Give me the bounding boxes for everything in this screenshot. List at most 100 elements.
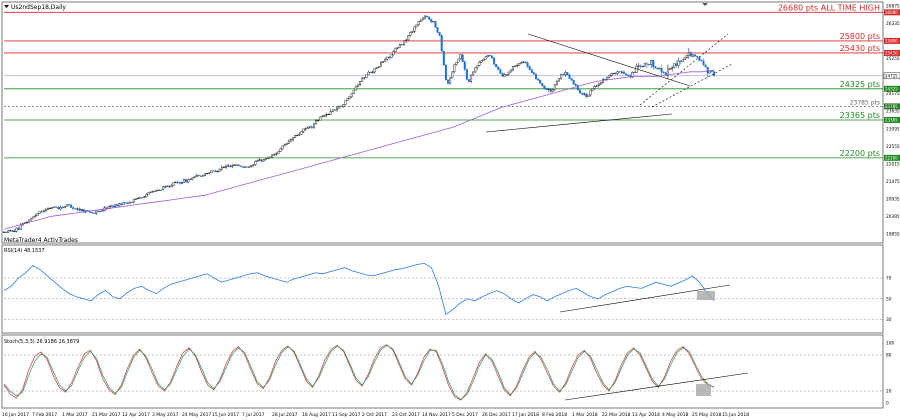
rsi-tick-label: 50 [886, 296, 892, 302]
candle-body [610, 73, 613, 76]
x-tick-label: 2 Oct 2017 [362, 412, 387, 418]
candle-body [241, 166, 244, 168]
candle-body [520, 61, 523, 64]
trendline [527, 33, 691, 87]
candle-body [34, 215, 37, 217]
candle-body [109, 205, 112, 207]
stochastic-tick-label: 0 [886, 401, 889, 407]
candle-body [432, 21, 435, 23]
candle-body [114, 204, 117, 208]
scroll-marker-icon[interactable] [702, 3, 708, 6]
candle-body [350, 93, 353, 98]
candle-body [279, 148, 282, 152]
candle-body [639, 65, 642, 67]
candle-body [162, 186, 165, 191]
candle-body [289, 139, 292, 142]
candle-body [505, 74, 508, 76]
candle-body [195, 175, 198, 177]
candle-body [3, 231, 6, 233]
candle-body [396, 47, 399, 49]
candle-body [157, 189, 160, 191]
candle-body [166, 185, 169, 187]
candle-body [679, 60, 682, 62]
candle-body [704, 64, 707, 68]
candle-body [430, 19, 433, 23]
candle-body [356, 84, 359, 87]
candle-body [338, 105, 341, 109]
candle-body [160, 189, 163, 191]
candle-body [662, 72, 665, 74]
candle-body [405, 39, 408, 42]
candle-body [70, 204, 73, 208]
candle-body [99, 211, 102, 213]
candle-body [511, 66, 514, 71]
frame-stoch [1, 334, 884, 409]
candle-body [118, 203, 121, 207]
candle-body [564, 72, 567, 75]
candle-body [302, 128, 305, 132]
candle-body [30, 217, 33, 221]
candle-body [583, 93, 586, 95]
candle-body [484, 56, 487, 60]
candle-body [122, 202, 125, 205]
candle-body [537, 78, 540, 81]
candle-body [633, 72, 636, 74]
candle-body [235, 164, 238, 166]
rsi-highlight-box [697, 291, 715, 300]
window-menu-icon[interactable] [4, 5, 9, 8]
candle-body [681, 59, 684, 62]
candle-body [329, 111, 332, 115]
candle-body [317, 120, 320, 122]
candle-body [275, 153, 278, 155]
candle-body [371, 71, 374, 73]
candle-body [509, 69, 512, 73]
candle-body [660, 68, 663, 73]
candle-body [467, 79, 470, 82]
candle-body [61, 207, 64, 209]
candle-body [447, 79, 450, 84]
candle-body [325, 114, 328, 116]
candle-body [19, 224, 22, 230]
candle-body [568, 74, 571, 79]
candle-body [625, 73, 628, 76]
x-tick-label: 23 Oct 2017 [392, 412, 420, 418]
price-tag-label: 24325 [885, 86, 898, 91]
candle-body [206, 173, 209, 175]
y-tick-label: 23095 [886, 126, 900, 132]
candle-body [591, 88, 594, 91]
price-tag [884, 37, 900, 44]
y-tick-label: 26335 [886, 21, 900, 27]
candle-body [212, 170, 215, 172]
candle-body [145, 194, 148, 197]
candle-body [187, 179, 190, 183]
candle-body [453, 64, 456, 73]
candle-body [524, 61, 527, 64]
y-tick-label: 19855 [886, 232, 900, 238]
candle-body [375, 67, 378, 69]
candle-body [46, 208, 49, 210]
moving-average-line [3, 69, 715, 230]
candle-body [606, 77, 609, 80]
candle-body [57, 207, 60, 210]
candle-body [608, 75, 611, 78]
candle-body [346, 98, 349, 101]
candle-body [149, 191, 152, 193]
candle-body [650, 60, 653, 65]
candle-body [283, 144, 286, 147]
candle-body [348, 96, 351, 99]
candle-body [635, 65, 638, 73]
candle-body [407, 35, 410, 41]
candle-body [258, 159, 261, 161]
candle-body [566, 72, 569, 76]
candle-body [417, 21, 420, 26]
candle-body [245, 166, 248, 168]
candle-body [321, 115, 324, 118]
candle-body [365, 74, 368, 78]
candle-body [683, 57, 686, 61]
candle-body [618, 71, 621, 73]
candle-body [390, 54, 393, 59]
stochastic-highlight-box [696, 384, 711, 396]
candle-body [415, 24, 418, 28]
candle-body [497, 66, 500, 70]
chart-title: Us2ndSep18,Daily [11, 4, 66, 11]
